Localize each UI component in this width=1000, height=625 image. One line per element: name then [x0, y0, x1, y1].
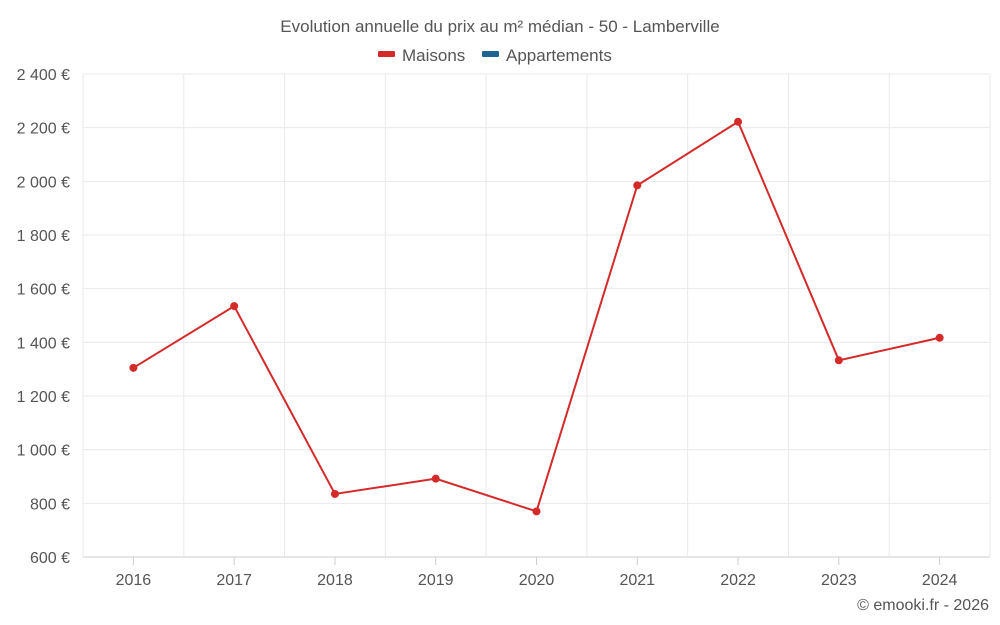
x-tick-label: 2019 — [418, 572, 454, 589]
data-point[interactable] — [330, 489, 339, 498]
legend-label-appartements[interactable]: Appartements — [506, 46, 612, 65]
data-point[interactable] — [834, 356, 843, 365]
data-point[interactable] — [935, 333, 944, 342]
x-tick-label: 2021 — [619, 572, 655, 589]
x-tick-label: 2017 — [216, 572, 252, 589]
data-point[interactable] — [431, 474, 440, 483]
data-point[interactable] — [129, 363, 138, 372]
x-tick-label: 2020 — [519, 572, 555, 589]
x-tick-label: 2016 — [116, 572, 152, 589]
x-tick-label: 2024 — [922, 572, 958, 589]
data-point[interactable] — [532, 507, 541, 516]
series — [129, 117, 944, 516]
x-tick-label: 2023 — [821, 572, 857, 589]
axes: 600 € 800 € 1 000 € 1 200 € 1 400 € 1 600 € 1 … — [17, 67, 958, 589]
data-point[interactable] — [633, 181, 642, 190]
data-point[interactable] — [734, 117, 743, 126]
y-tick-label: 800 € — [30, 496, 70, 513]
grid — [82, 73, 991, 558]
y-tick-label: 1 600 € — [17, 282, 70, 299]
data-point[interactable] — [230, 302, 239, 311]
credit-text: © emooki.fr - 2026 — [857, 597, 989, 614]
y-tick-label: 2 200 € — [17, 121, 70, 138]
y-tick-label: 2 000 € — [17, 174, 70, 191]
legend: Maisons Appartements — [378, 46, 612, 65]
y-tick-label: 1 800 € — [17, 228, 70, 245]
chart-title: Evolution annuelle du prix au m² médian … — [280, 17, 719, 36]
legend-swatch-appartements[interactable] — [482, 51, 499, 57]
y-tick-label: 2 400 € — [17, 67, 70, 84]
x-tick-label: 2022 — [720, 572, 756, 589]
x-tick-label: 2018 — [317, 572, 353, 589]
legend-label-maisons[interactable]: Maisons — [402, 46, 465, 65]
y-tick-label: 1 200 € — [17, 389, 70, 406]
y-tick-label: 1 000 € — [17, 443, 70, 460]
series-line-maisons — [132, 120, 940, 513]
y-tick-label: 1 400 € — [17, 335, 70, 352]
y-tick-label: 600 € — [30, 550, 70, 567]
legend-swatch-maisons[interactable] — [378, 51, 395, 57]
